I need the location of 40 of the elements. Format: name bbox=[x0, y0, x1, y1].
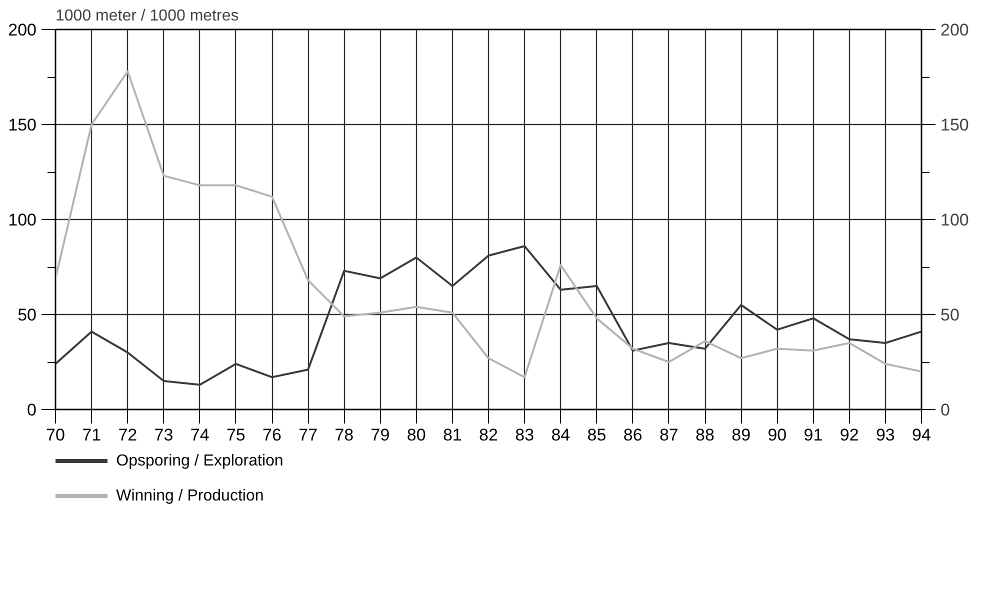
legend-label: Opsporing / Exploration bbox=[116, 452, 284, 470]
y2-tick-label: 150 bbox=[940, 116, 969, 134]
x-tick-label: 75 bbox=[226, 426, 246, 444]
y-tick-label: 100 bbox=[8, 210, 37, 230]
x-tick-label: 92 bbox=[840, 426, 859, 444]
line-series bbox=[56, 70, 922, 378]
line-series bbox=[56, 245, 922, 386]
y-axis-title: 1000 meter / 1000 metres bbox=[56, 8, 239, 24]
y2-tick-label: 50 bbox=[940, 306, 960, 324]
x-tick-label: 90 bbox=[768, 426, 787, 444]
x-tick-label: 86 bbox=[623, 426, 642, 444]
x-tick-label: 80 bbox=[406, 426, 426, 444]
x-tick-label: 91 bbox=[804, 426, 823, 444]
x-tick-label: 70 bbox=[46, 426, 65, 444]
x-tick-label: 78 bbox=[334, 426, 354, 444]
x-tick-label: 79 bbox=[370, 426, 390, 444]
x-tick-label: 82 bbox=[479, 426, 498, 444]
x-tick-label: 85 bbox=[587, 426, 606, 444]
y-tick-label: 50 bbox=[18, 306, 37, 324]
x-tick-label: 87 bbox=[659, 426, 678, 444]
x-tick-label: 89 bbox=[732, 426, 751, 444]
x-tick-label: 72 bbox=[118, 426, 138, 444]
x-tick-label: 76 bbox=[262, 426, 282, 444]
x-tick-label: 94 bbox=[912, 426, 931, 444]
y-tick-label: 0 bbox=[27, 400, 37, 420]
x-tick-label: 93 bbox=[876, 426, 895, 444]
y2-tick-label: 100 bbox=[940, 210, 969, 230]
y-tick-label: 150 bbox=[8, 116, 37, 134]
y2-tick-label: 0 bbox=[940, 400, 950, 420]
y2-tick-label: 200 bbox=[940, 20, 969, 40]
x-tick-label: 83 bbox=[515, 426, 534, 444]
x-tick-label: 73 bbox=[154, 426, 174, 444]
y-tick-label: 200 bbox=[8, 20, 37, 40]
legend-label: Winning / Production bbox=[116, 488, 264, 504]
x-tick-label: 74 bbox=[190, 426, 210, 444]
x-tick-label: 84 bbox=[551, 426, 570, 444]
x-tick-label: 71 bbox=[82, 426, 102, 444]
x-tick-label: 88 bbox=[696, 426, 714, 444]
x-tick-label: 81 bbox=[442, 426, 462, 444]
x-tick-label: 77 bbox=[298, 426, 318, 444]
